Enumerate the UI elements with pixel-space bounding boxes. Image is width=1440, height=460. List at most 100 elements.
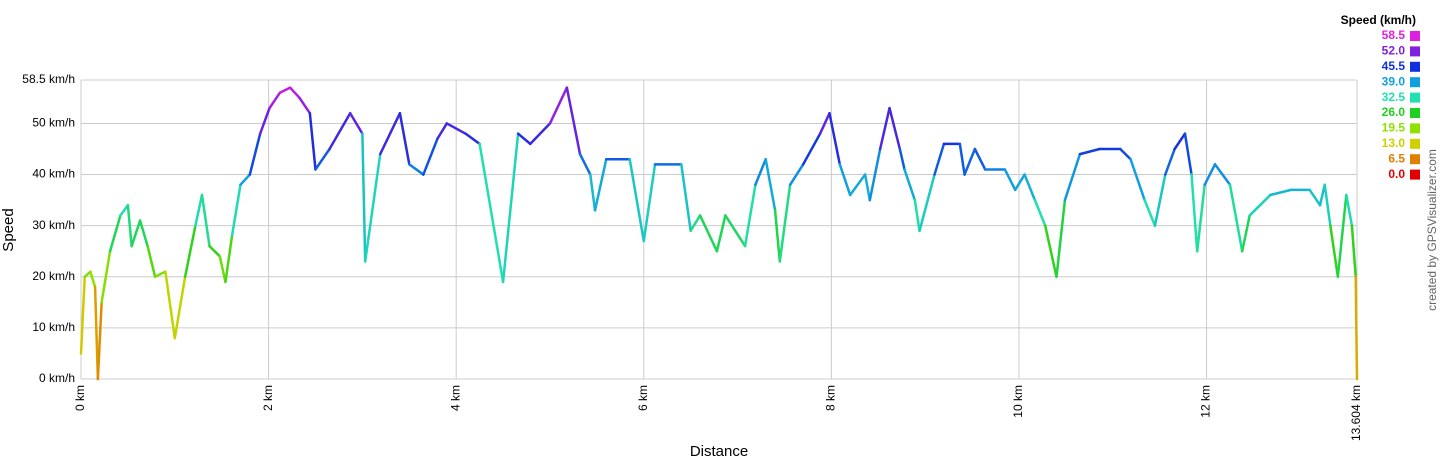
speed-segment bbox=[1183, 132, 1193, 176]
y-tick-label: 58.5 km/h bbox=[22, 72, 75, 86]
speed-segment bbox=[248, 132, 262, 176]
speed-segment bbox=[689, 214, 702, 233]
speed-segment bbox=[1240, 214, 1251, 253]
speed-segment bbox=[589, 173, 597, 212]
legend-swatch bbox=[1410, 61, 1420, 72]
speed-segment bbox=[1023, 173, 1037, 202]
speed-segment bbox=[1228, 183, 1244, 253]
speed-segment bbox=[838, 163, 852, 197]
speed-segment bbox=[1003, 168, 1017, 192]
speed-segment bbox=[1129, 157, 1146, 202]
speed-segment bbox=[628, 157, 646, 243]
speed-segment bbox=[724, 214, 747, 248]
speed-segment bbox=[1043, 224, 1058, 279]
speed-segment bbox=[788, 163, 805, 187]
speed-segment bbox=[1055, 198, 1067, 279]
legend-swatch bbox=[1410, 123, 1420, 134]
speed-segment bbox=[1078, 147, 1101, 156]
speed-segment bbox=[239, 173, 252, 187]
x-tick-label: 8 km bbox=[824, 385, 838, 411]
y-tick-label: 40 km/h bbox=[32, 167, 75, 181]
speed-segment bbox=[828, 111, 842, 166]
speed-segment bbox=[529, 122, 552, 146]
speed-segment bbox=[348, 111, 364, 135]
speed-segment bbox=[1354, 275, 1359, 381]
speed-segment bbox=[298, 96, 312, 115]
speed-segment bbox=[501, 132, 520, 284]
legend-swatch bbox=[1410, 77, 1420, 88]
speed-segment bbox=[958, 142, 966, 176]
speed-segment bbox=[516, 132, 532, 146]
speed-segment bbox=[1063, 152, 1082, 202]
speed-segment bbox=[680, 163, 692, 233]
x-tick-label: 4 km bbox=[448, 385, 462, 411]
speed-segment bbox=[773, 209, 782, 263]
speed-segment bbox=[288, 86, 301, 100]
speed-segment bbox=[801, 132, 822, 166]
x-tick-label: 10 km bbox=[1011, 385, 1025, 418]
speed-segment bbox=[363, 152, 382, 263]
speed-segment bbox=[1345, 193, 1354, 227]
speed-segment bbox=[764, 157, 777, 212]
speed-segment bbox=[258, 106, 271, 135]
legend-label: 45.5 bbox=[1382, 59, 1406, 73]
speed-segment bbox=[1323, 183, 1332, 227]
speed-segment bbox=[878, 106, 891, 151]
speed-segment bbox=[164, 270, 177, 340]
speed-segment bbox=[1329, 224, 1340, 279]
speed-segment bbox=[96, 301, 103, 381]
speed-segment bbox=[173, 275, 187, 340]
speed-segment bbox=[1195, 183, 1206, 253]
speed-segment bbox=[1203, 163, 1217, 187]
speed-segment bbox=[898, 147, 906, 171]
speed-segment bbox=[361, 132, 367, 263]
credit: created by GPSVisualizer.com bbox=[1425, 149, 1439, 311]
speed-segment bbox=[903, 168, 917, 202]
speed-segment bbox=[1248, 193, 1272, 217]
speed-segment bbox=[119, 203, 130, 217]
speed-segment bbox=[642, 163, 657, 243]
y-tick-label: 0 km/h bbox=[39, 371, 75, 385]
speed-segment bbox=[1336, 193, 1348, 279]
speed-segment bbox=[153, 270, 167, 279]
speed-segment bbox=[918, 173, 936, 233]
speed-segment bbox=[308, 111, 317, 171]
speed-segment bbox=[126, 203, 133, 248]
speed-segment bbox=[268, 91, 282, 110]
legend-title: Speed (km/h) bbox=[1341, 13, 1416, 27]
speed-segment bbox=[398, 111, 411, 166]
speed-segment bbox=[715, 214, 727, 253]
speed-segment bbox=[130, 219, 142, 248]
legend-swatch bbox=[1410, 108, 1420, 118]
x-tick-label: 12 km bbox=[1199, 385, 1213, 418]
speed-segment bbox=[1119, 147, 1132, 161]
x-tick-label: 6 km bbox=[636, 385, 650, 411]
speed-segment bbox=[863, 173, 872, 202]
speed-segment bbox=[848, 173, 867, 197]
x-tick-label: 0 km bbox=[73, 385, 87, 411]
legend-label: 19.5 bbox=[1382, 121, 1406, 135]
speed-segment bbox=[888, 106, 902, 151]
speed-segment bbox=[328, 111, 352, 151]
speed-segment bbox=[1269, 188, 1293, 197]
speed-segment bbox=[818, 111, 831, 135]
speed-segment bbox=[183, 224, 197, 279]
speed-segment bbox=[464, 132, 481, 146]
legend-label: 58.5 bbox=[1382, 28, 1406, 42]
speed-segment bbox=[146, 244, 157, 279]
speed-segment bbox=[548, 86, 569, 125]
speed-segment bbox=[868, 147, 882, 202]
speed-segment bbox=[1213, 163, 1232, 187]
speed-segment bbox=[218, 255, 227, 284]
legend-label: 26.0 bbox=[1382, 105, 1406, 119]
speed-segment bbox=[194, 193, 204, 227]
speed-segment bbox=[1308, 188, 1322, 207]
speed-segment bbox=[314, 147, 331, 171]
speed-segment bbox=[138, 219, 149, 248]
legend-label: 32.5 bbox=[1382, 90, 1406, 104]
speed-segment bbox=[1173, 132, 1187, 151]
speed-segment bbox=[108, 214, 122, 253]
legend-swatch bbox=[1410, 31, 1420, 41]
speed-segment bbox=[100, 249, 112, 304]
speed-segment bbox=[1350, 224, 1357, 279]
